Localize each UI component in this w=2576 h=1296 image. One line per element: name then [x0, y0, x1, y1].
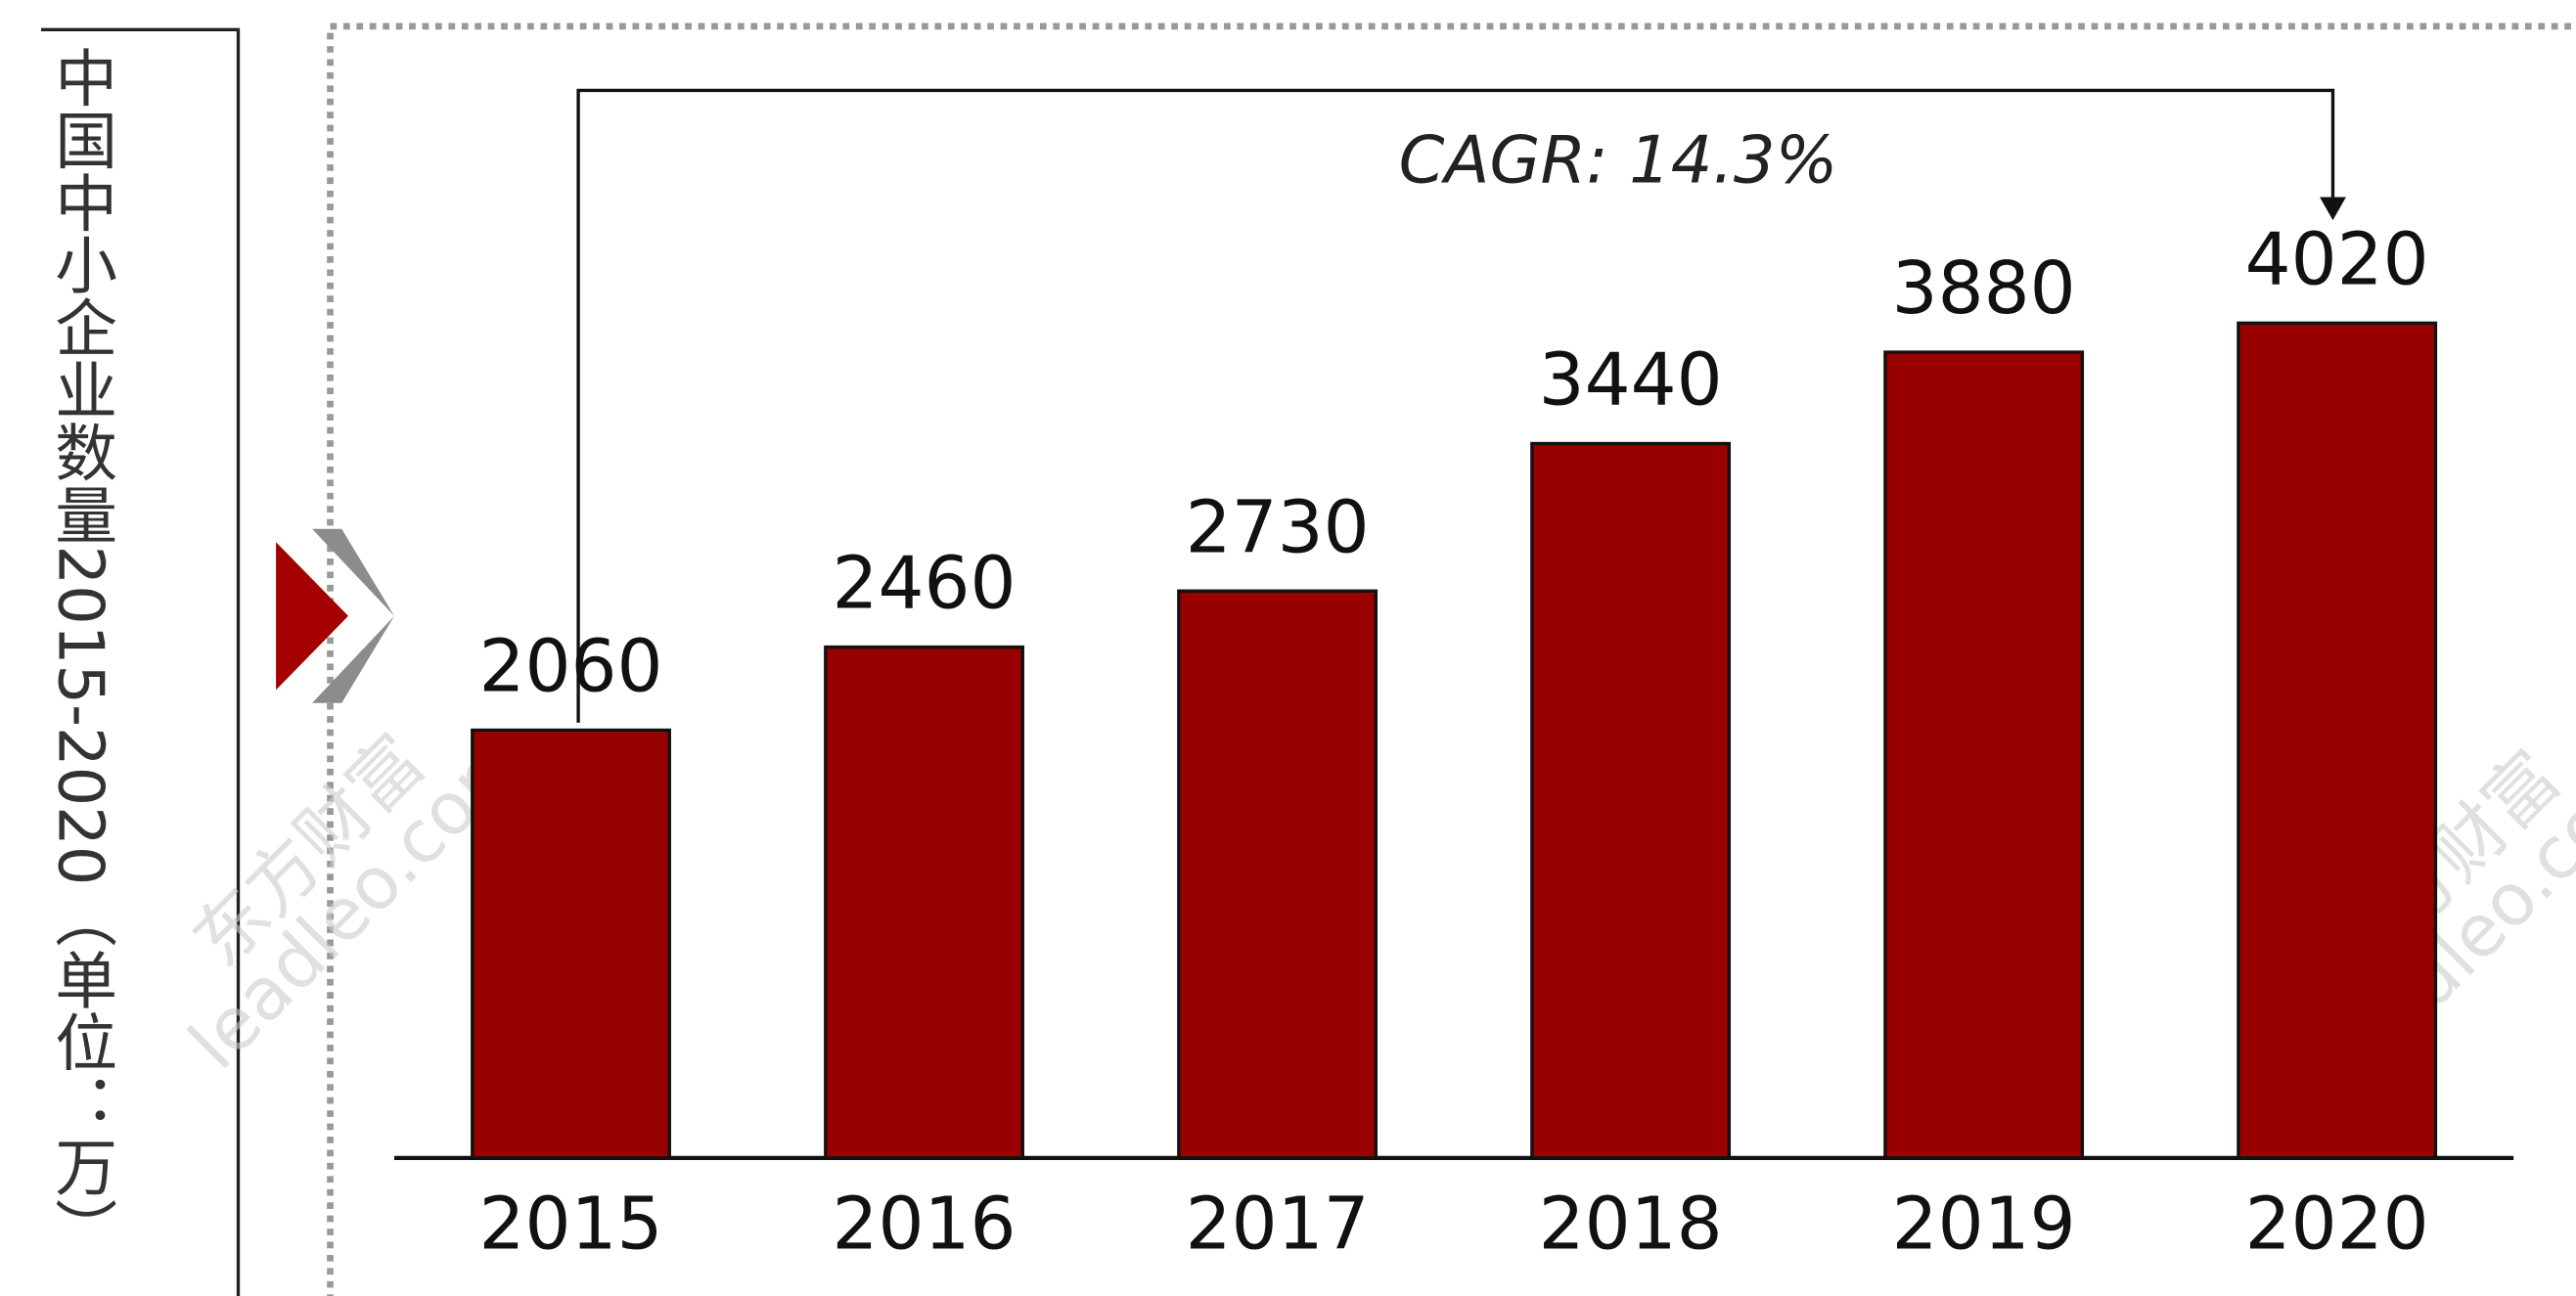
arrow-head [2320, 197, 2346, 221]
cagr-bracket [576, 88, 2335, 723]
x-tick-label: 2015 [479, 1183, 663, 1267]
title-box: 中国中小企业数量2015-2020（单位：万） [44, 46, 117, 1261]
chart-title: 中国中小企业数量2015-2020（单位：万） [44, 46, 117, 1261]
annotation: CAGR: 14.3% [1399, 122, 1838, 199]
title-bracket [40, 27, 241, 1296]
bar [2237, 321, 2438, 1160]
x-tick-label: 2020 [2245, 1183, 2429, 1267]
bar [824, 645, 1024, 1160]
value-label: 2060 [479, 625, 663, 709]
value-label: 3880 [1892, 246, 2076, 331]
bar [1530, 441, 1732, 1160]
x-tick-label: 2017 [1186, 1183, 1370, 1267]
value-label: 4020 [2245, 217, 2429, 301]
bar [1177, 589, 1378, 1160]
value-label: 2460 [833, 542, 1017, 626]
value-label: 2730 [1186, 485, 1370, 569]
bar [1883, 350, 2085, 1160]
x-tick-label: 2018 [1539, 1183, 1723, 1267]
x-tick-label: 2019 [1892, 1183, 2076, 1267]
chevron-red [276, 542, 348, 691]
bar [471, 728, 671, 1160]
value-label: 3440 [1539, 338, 1723, 423]
chevron-gray [312, 528, 395, 703]
x-tick-label: 2016 [833, 1183, 1017, 1267]
